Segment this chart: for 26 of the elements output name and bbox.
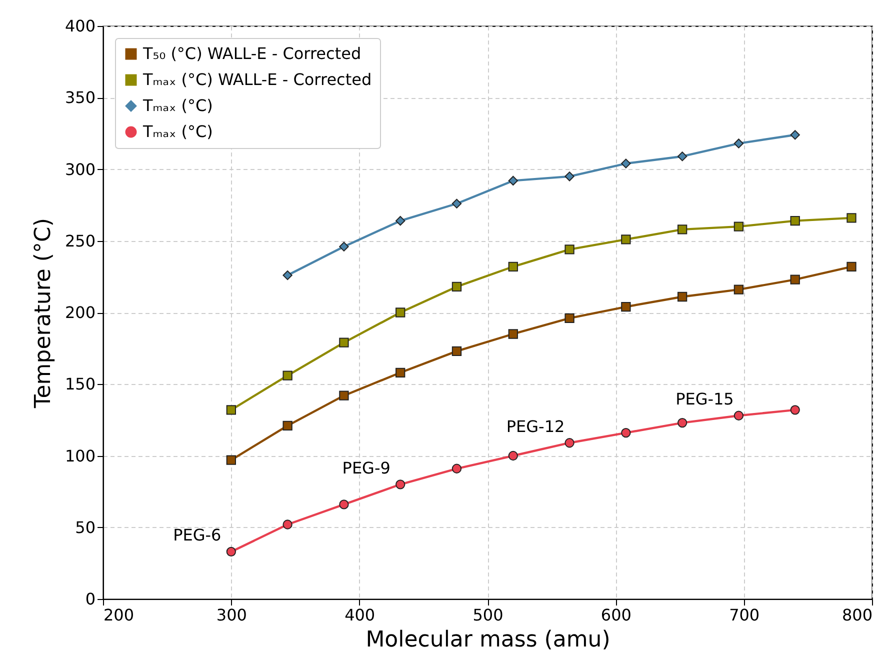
legend-label: T₅₀ (°C) WALL-E - Corrected bbox=[142, 44, 362, 63]
y-tick-label: 200 bbox=[64, 303, 96, 322]
annotation: PEG-15 bbox=[676, 390, 734, 409]
x-tick-label: 600 bbox=[600, 606, 632, 624]
y-tick-label: 250 bbox=[64, 231, 96, 250]
y-axis-title: Temperature (°C) bbox=[30, 218, 56, 409]
x-tick-label: 800 bbox=[842, 606, 872, 624]
y-tick-label: 0 bbox=[85, 590, 96, 608]
y-tick-label: 50 bbox=[75, 518, 96, 537]
y-tick-label: 300 bbox=[64, 160, 96, 179]
x-tick-label: 400 bbox=[344, 606, 376, 624]
annotation: PEG-12 bbox=[506, 416, 565, 436]
legend-label: Tₘₐₓ (°C) WALL-E - Corrected bbox=[142, 70, 372, 89]
y-tick-label: 400 bbox=[64, 16, 96, 36]
x-tick-label: 300 bbox=[216, 606, 247, 624]
annotation: PEG-6 bbox=[173, 526, 222, 545]
x-tick-label: 200 bbox=[104, 606, 134, 624]
y-tick-label: 100 bbox=[64, 446, 96, 466]
x-tick-label: 700 bbox=[729, 606, 760, 624]
legend-label: Tₘₐₓ (°C) bbox=[142, 122, 213, 141]
y-tick-label: 150 bbox=[64, 374, 96, 394]
legend-label: Tₘₐₓ (°C) bbox=[142, 96, 213, 115]
annotation: PEG-9 bbox=[342, 458, 390, 478]
x-axis-title: Molecular mass (amu) bbox=[366, 628, 610, 652]
x-tick-label: 500 bbox=[472, 606, 504, 624]
y-tick-label: 350 bbox=[64, 88, 96, 108]
